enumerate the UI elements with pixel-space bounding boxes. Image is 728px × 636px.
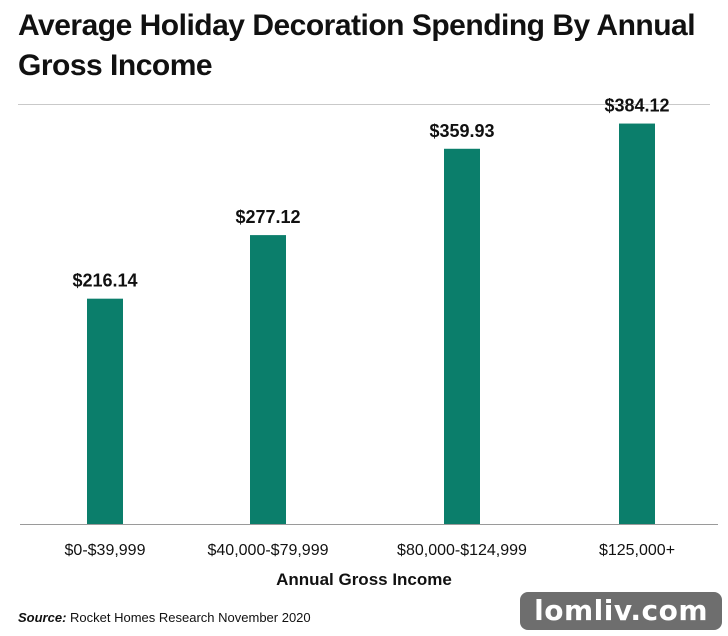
bar-4 [619,123,655,524]
category-label-1: $0-$39,999 [65,542,146,559]
bar-2 [250,235,286,524]
source-note: Source: Rocket Homes Research November 2… [18,610,311,625]
category-label-3: $80,000-$124,999 [397,542,527,559]
value-label-2: $277.12 [235,207,300,227]
watermark: lomliv.com [520,592,722,630]
category-label-2: $40,000-$79,999 [208,542,329,559]
value-label-3: $359.93 [429,121,494,141]
title-divider [18,104,710,105]
value-label-4: $384.12 [604,96,669,116]
bar-3 [444,148,480,524]
source-key: Source: [18,610,67,625]
x-axis-label: Annual Gross Income [276,570,452,589]
bar-chart: $216.14 $277.12 $359.93 $384.12 $0-$39,999 $… [20,96,718,559]
chart-title: Average Holiday Decoration Spending By A… [18,9,696,82]
bar-1 [87,298,123,524]
category-label-4: $125,000+ [599,542,675,559]
value-label-1: $216.14 [72,271,137,291]
source-text: Rocket Homes Research November 2020 [70,610,311,625]
